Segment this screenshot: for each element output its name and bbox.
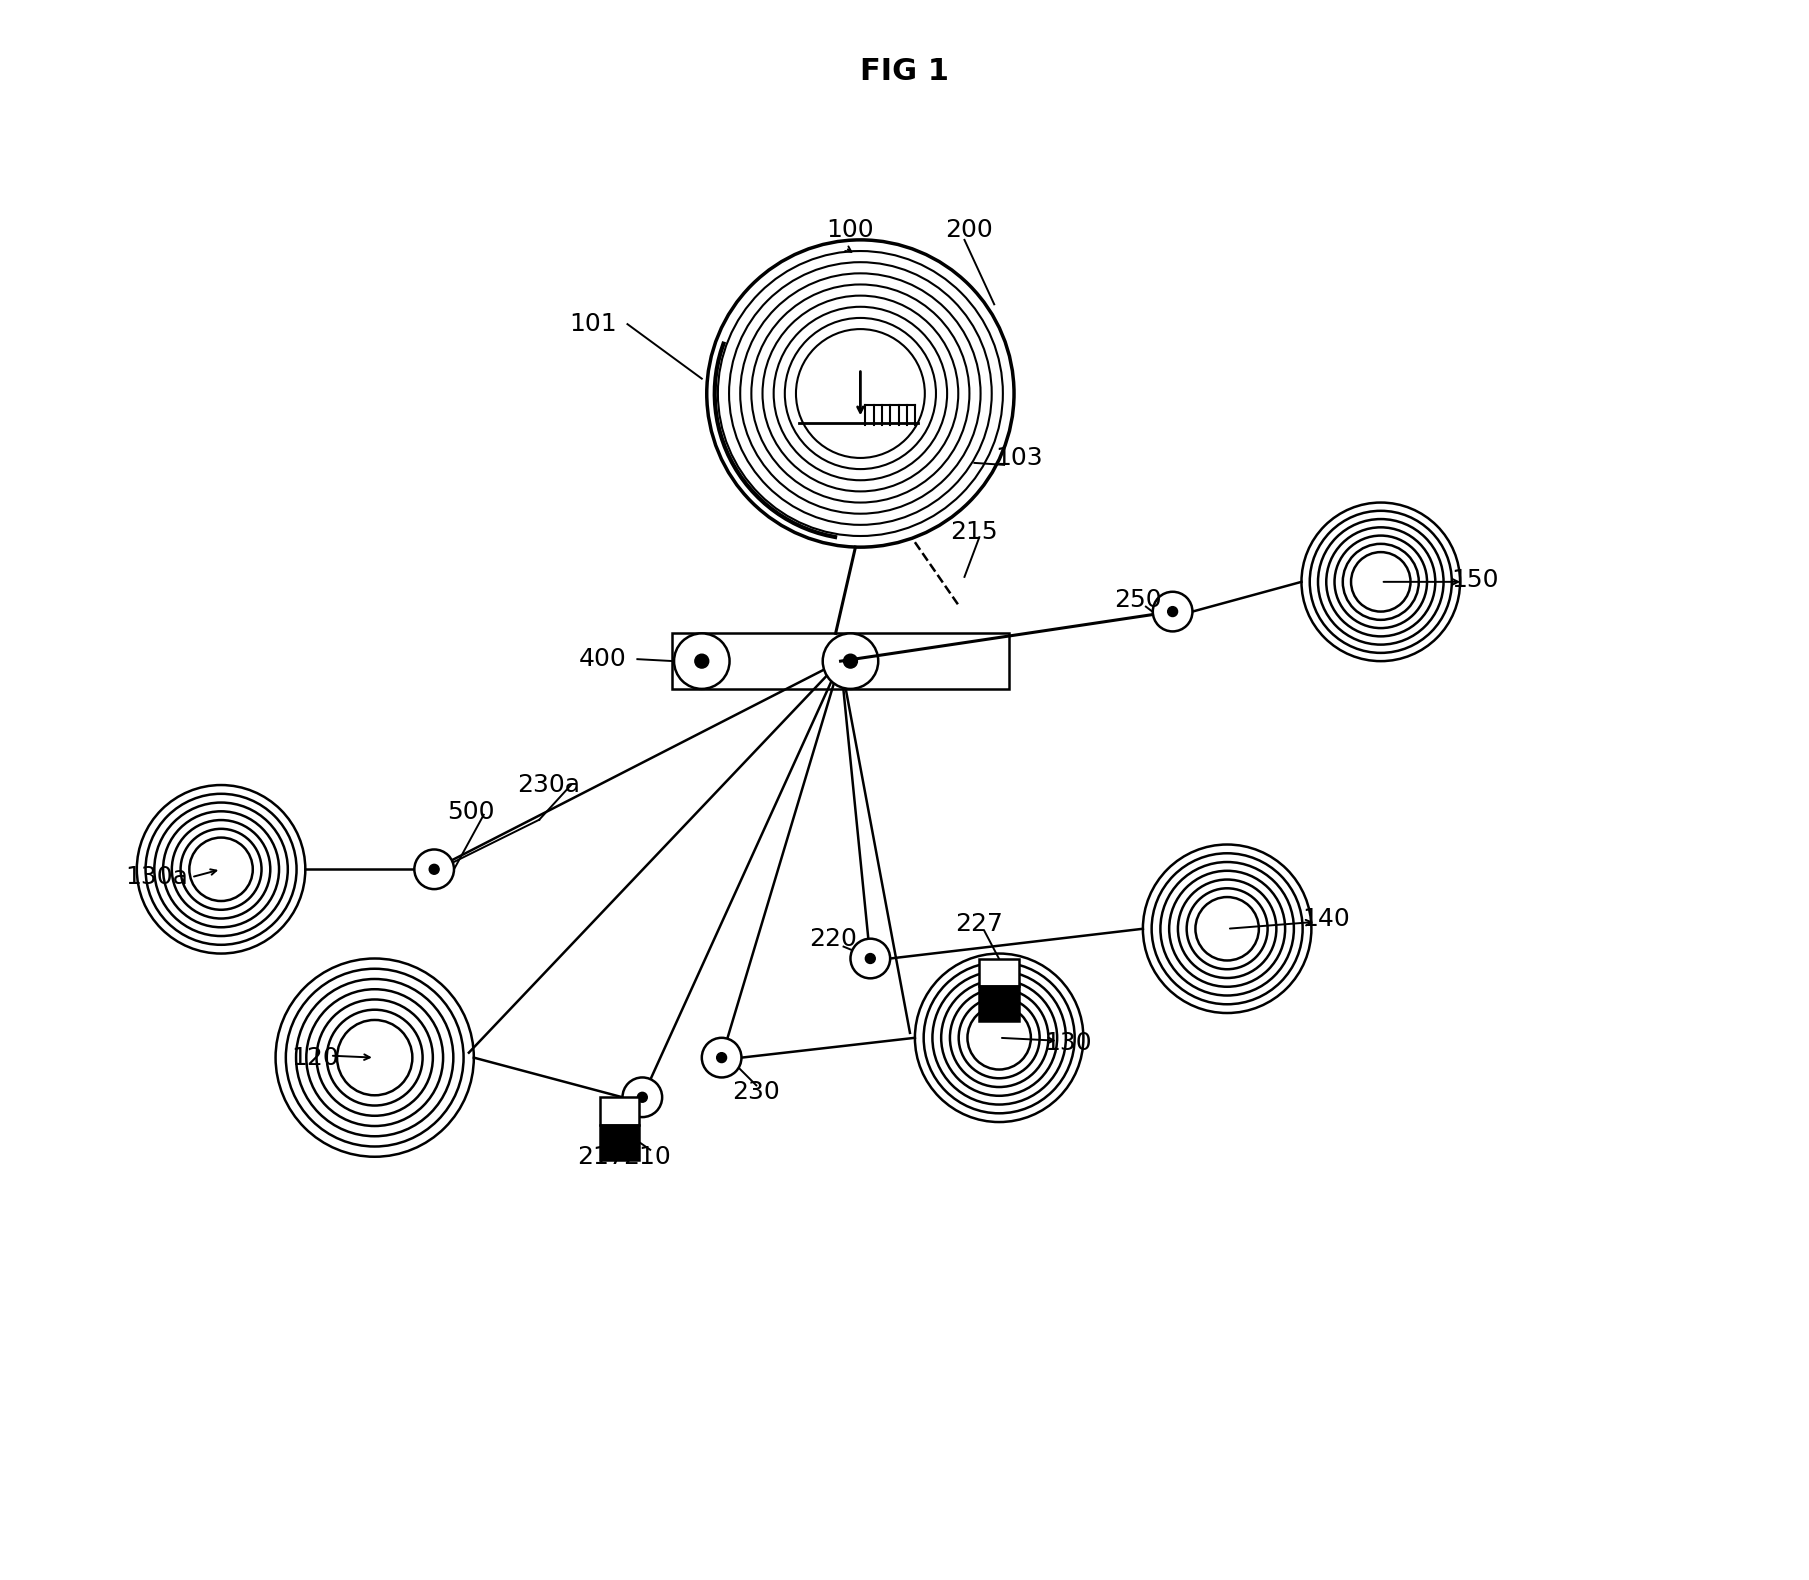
Circle shape bbox=[675, 634, 729, 689]
Text: 120: 120 bbox=[291, 1046, 338, 1070]
Bar bbox=[601, 1097, 639, 1125]
Text: 100: 100 bbox=[827, 218, 874, 242]
Circle shape bbox=[1167, 607, 1178, 616]
Text: 215: 215 bbox=[950, 520, 999, 544]
Circle shape bbox=[865, 954, 876, 964]
Text: 500: 500 bbox=[447, 799, 494, 823]
Circle shape bbox=[429, 864, 440, 874]
Text: 101: 101 bbox=[570, 313, 617, 337]
Bar bbox=[673, 634, 1009, 689]
Circle shape bbox=[843, 654, 857, 668]
Circle shape bbox=[702, 1038, 742, 1078]
Bar bbox=[979, 959, 1018, 986]
Text: 230: 230 bbox=[733, 1081, 780, 1104]
Bar bbox=[601, 1125, 639, 1160]
Circle shape bbox=[850, 939, 890, 978]
Circle shape bbox=[716, 1052, 727, 1063]
Text: 230a: 230a bbox=[517, 773, 579, 796]
Text: 217: 217 bbox=[577, 1146, 624, 1169]
Text: 250: 250 bbox=[1114, 588, 1161, 611]
Text: 140: 140 bbox=[1302, 907, 1350, 931]
Text: 130a: 130a bbox=[125, 866, 188, 890]
Text: 400: 400 bbox=[579, 648, 626, 672]
Text: FIG 1: FIG 1 bbox=[861, 57, 950, 85]
Bar bbox=[979, 986, 1018, 1021]
Circle shape bbox=[695, 654, 709, 668]
Text: 130: 130 bbox=[1046, 1030, 1093, 1055]
Circle shape bbox=[823, 634, 877, 689]
Circle shape bbox=[637, 1092, 648, 1103]
Text: 227: 227 bbox=[955, 912, 1004, 935]
Text: 103: 103 bbox=[995, 446, 1042, 469]
Text: 200: 200 bbox=[946, 218, 993, 242]
Text: 150: 150 bbox=[1451, 567, 1498, 592]
Text: 220: 220 bbox=[809, 927, 857, 951]
Circle shape bbox=[414, 850, 454, 890]
Circle shape bbox=[622, 1078, 662, 1117]
Circle shape bbox=[1152, 592, 1192, 632]
Text: 210: 210 bbox=[624, 1146, 671, 1169]
